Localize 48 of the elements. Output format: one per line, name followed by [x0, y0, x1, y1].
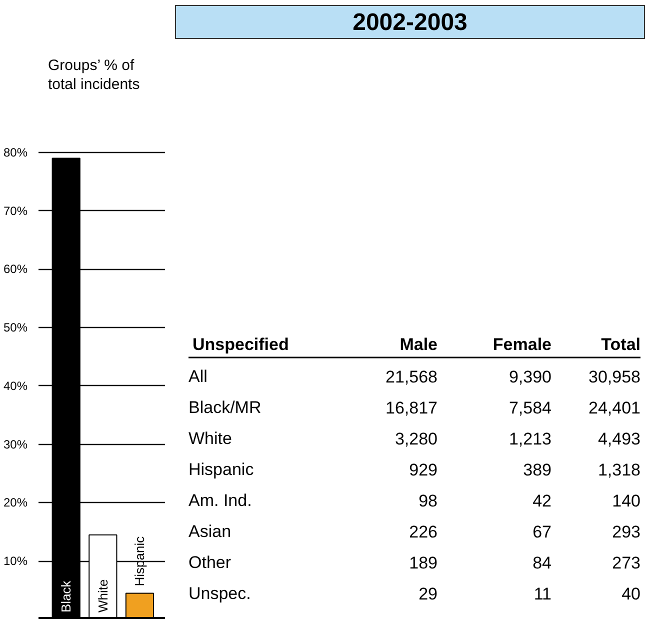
data-label: 30,958	[588, 368, 641, 386]
text: Unspecified	[192, 335, 289, 354]
data-label: 29	[418, 584, 438, 604]
y-tick-label: 60%	[3, 262, 28, 276]
data-label: 21,568	[386, 368, 438, 386]
data-label: 98	[418, 492, 438, 510]
data-label: 7,584	[508, 398, 552, 418]
data-label: 84	[532, 554, 552, 572]
data-label: 9,390	[508, 368, 552, 386]
data-label: 226	[409, 522, 438, 542]
category-label: Hispanic	[188, 460, 254, 479]
data-label: 1,318	[598, 460, 641, 480]
x-tick-label: Black	[58, 580, 74, 612]
category-label: Asian	[188, 522, 232, 541]
y-tick-label: 20%	[3, 496, 28, 510]
y-tick-label: 40%	[3, 378, 28, 393]
data-label: 24,401	[588, 398, 641, 418]
y-axis-title: Groups’ % of total incidents	[48, 56, 141, 94]
text: Male	[400, 335, 438, 354]
text: Female	[492, 335, 552, 354]
y-tick-label: 50%	[3, 320, 28, 335]
y-tick-label: 70%	[3, 204, 28, 218]
data-label: 4,493	[598, 430, 641, 448]
data-label: 11	[534, 584, 552, 604]
category-label: Other	[188, 553, 232, 572]
data-label: 3,280	[394, 430, 438, 448]
data-label: 389	[523, 460, 552, 480]
category-label: White	[188, 429, 232, 448]
text: Total	[601, 335, 641, 354]
category-label: All	[188, 367, 208, 386]
y-tick-label: 30%	[3, 437, 28, 452]
text: 2002-2003	[352, 8, 468, 38]
data-label: 67	[532, 522, 552, 542]
data-label: 40	[622, 584, 641, 604]
data-label: 929	[409, 460, 438, 480]
data-label: 189	[409, 554, 438, 572]
x-tick-label: Hispanic	[132, 536, 148, 586]
category-label: Unspec.	[188, 584, 251, 603]
data-label: 273	[612, 554, 641, 572]
data-label: 140	[612, 492, 641, 510]
data-label: 1,213	[508, 430, 552, 448]
data-label: 42	[532, 492, 552, 510]
data-label: 16,817	[386, 398, 438, 418]
y-tick-label: 80%	[3, 145, 28, 160]
category-label: Am. Ind.	[188, 491, 252, 510]
category-label: Black/MR	[188, 398, 262, 417]
data-label: 293	[612, 522, 641, 542]
y-tick-label: 10%	[3, 554, 28, 568]
